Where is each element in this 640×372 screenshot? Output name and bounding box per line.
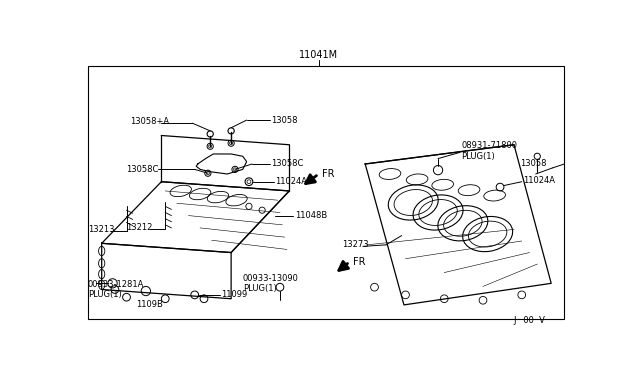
Text: 13058: 13058 [520, 160, 547, 169]
Text: 13058+A: 13058+A [131, 117, 170, 126]
Text: 00933-13090
PLUG(1): 00933-13090 PLUG(1) [243, 274, 299, 293]
Text: 11048B: 11048B [294, 211, 327, 220]
Text: 08931-71800
PLUG(1): 08931-71800 PLUG(1) [461, 141, 517, 161]
Text: 13058: 13058 [271, 116, 298, 125]
Text: 13058C: 13058C [271, 160, 304, 169]
Text: 13273: 13273 [342, 240, 369, 249]
Text: 13212: 13212 [127, 224, 153, 232]
Text: 11099: 11099 [221, 291, 247, 299]
Text: FR: FR [322, 169, 334, 179]
Text: 1109B: 1109B [136, 301, 163, 310]
Text: 11024A: 11024A [275, 177, 307, 186]
Text: 11041M: 11041M [299, 51, 339, 60]
Text: 11024A: 11024A [524, 176, 556, 185]
Text: FR: FR [353, 257, 365, 267]
Text: 13213: 13213 [88, 225, 115, 234]
Text: 13058C: 13058C [127, 165, 159, 174]
Text: J   00  V: J 00 V [513, 316, 545, 325]
Bar [88, 66, 564, 319]
Text: 00933-1281A
PLUG(1): 00933-1281A PLUG(1) [88, 280, 144, 299]
